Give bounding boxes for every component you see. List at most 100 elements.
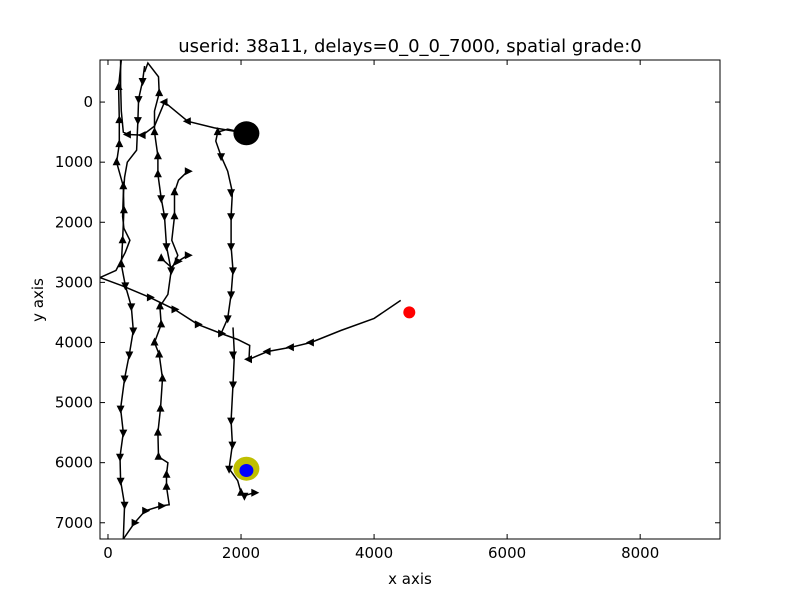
direction-arrow [227,213,236,222]
x-tick-label: 6000 [488,544,526,562]
direction-arrow [121,282,130,291]
direction-arrow [251,488,260,497]
direction-arrow [153,169,162,178]
direction-arrow [229,381,237,390]
direction-arrow [162,481,171,490]
direction-arrow [127,303,136,312]
direction-arrow [153,151,162,160]
direction-arrow [174,257,183,266]
direction-arrow [184,251,193,260]
direction-arrow [227,291,236,300]
target-marker [403,306,416,319]
direction-arrow [158,501,167,510]
direction-arrow [167,267,176,276]
direction-arrow [229,267,237,276]
direction-arrow [160,213,169,222]
direction-arrow [115,139,124,148]
y-tick-label: 4000 [55,333,93,351]
plot-frame [99,59,721,540]
y-tick-label: 6000 [55,454,93,472]
direction-arrow [170,211,179,220]
y-tick-label: 0 [83,93,93,111]
direction-arrow [262,347,271,356]
direction-arrow [120,375,129,384]
direction-arrow [112,157,121,166]
direction-arrow [217,153,226,162]
chart-title: userid: 38a11, delays=0_0_0_7000, spatia… [178,36,642,57]
direction-arrow [305,338,314,347]
direction-arrow [138,78,147,86]
direction-arrow [150,337,159,346]
y-tick-label: 3000 [55,273,93,291]
direction-arrow [182,117,191,126]
direction-arrow [134,96,143,105]
direction-arrow [227,417,236,426]
direction-arrow [159,98,168,107]
direction-arrow [228,441,237,450]
direction-arrow [158,373,167,382]
direction-arrow [225,465,234,474]
direction-arrow [133,117,142,126]
direction-arrow [213,127,222,136]
direction-arrow [116,477,125,486]
direction-arrow [119,429,128,438]
y-tick-label: 1000 [55,153,93,171]
direction-arrow [118,235,127,244]
direction-arrow [229,351,237,360]
trajectory-segment-2 [100,65,402,361]
direction-arrow [117,259,126,268]
direction-arrow [285,343,294,352]
direction-arrow [194,320,203,329]
direction-arrow [155,301,164,310]
direction-arrow [146,293,155,302]
direction-arrow [119,181,128,190]
direction-arrow [157,319,166,328]
direction-arrow [157,253,166,262]
direction-arrow [155,88,164,97]
direction-arrow [227,189,236,198]
y-tick-label: 5000 [55,394,93,412]
direction-arrow [137,131,146,140]
direction-arrow [115,115,124,124]
direction-arrow [155,349,164,358]
start-marker [233,121,260,146]
direction-arrow [162,469,171,478]
x-tick-label: 8000 [621,544,659,562]
direction-arrow [153,427,162,436]
direction-arrow [244,355,252,364]
x-tick-label: 0 [103,544,113,562]
direction-arrow [184,167,193,176]
direction-arrow [114,82,123,90]
direction-arrow [129,327,138,336]
direction-arrow [156,403,165,412]
y-tick-label: 7000 [55,514,93,532]
axis-ticks: 0 2000 4000 6000 8000 0 1000 2000 3000 4000 5000 60… [55,60,720,562]
trajectory-segment-8 [160,254,189,269]
direction-arrow [223,315,232,324]
goal-inner-marker [239,464,254,477]
direction-arrow [157,195,166,204]
y-tick-label: 2000 [55,213,93,231]
direction-arrow [162,243,171,252]
y-axis-label: y axis [29,278,47,322]
direction-arrow [131,518,140,527]
direction-arrow [122,130,131,139]
direction-arrow [171,305,180,314]
direction-arrow [150,127,159,136]
direction-arrow [237,487,245,496]
direction-arrow [120,501,129,510]
direction-arrow [142,506,151,515]
direction-arrow [119,205,128,214]
x-tick-label: 2000 [222,544,260,562]
direction-arrow [170,187,179,196]
x-tick-label: 4000 [355,544,393,562]
direction-arrow [116,453,124,462]
direction-arrow [125,351,134,360]
direction-arrow [227,243,236,252]
x-axis-label: x axis [388,570,432,588]
plot-area [100,60,416,539]
direction-arrow [116,405,125,414]
direction-arrow [218,329,227,338]
direction-arrow [154,451,163,460]
